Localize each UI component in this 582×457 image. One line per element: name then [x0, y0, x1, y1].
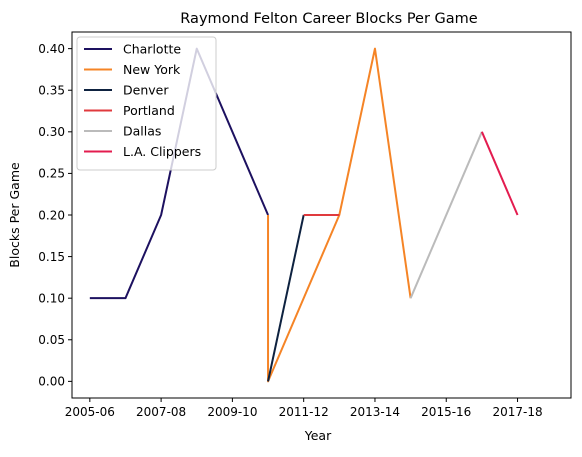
legend-label-charlotte: Charlotte: [123, 42, 181, 57]
y-tick-label: 0.40: [38, 42, 65, 56]
chart-title: Raymond Felton Career Blocks Per Game: [180, 11, 477, 27]
series-line-dallas: [409, 131, 483, 299]
y-tick-label: 0.25: [38, 167, 65, 181]
x-axis-label: Year: [304, 428, 332, 443]
x-axis: 2005-06 2007-08 2009-10 2011-12 2013-14 2015-…: [65, 398, 543, 419]
y-tick-label: 0.05: [38, 333, 65, 347]
y-tick-label: 0.15: [38, 250, 65, 264]
y-tick-label: 0.00: [38, 375, 65, 389]
x-tick-label: 2013-14: [350, 405, 400, 419]
series-layer: [89, 47, 519, 383]
series-line-new-york: [267, 47, 412, 383]
legend-label-denver: Denver: [123, 83, 169, 98]
series-line-charlotte: [89, 47, 269, 300]
y-tick-label: 0.35: [38, 84, 65, 98]
x-tick-label: 2005-06: [65, 405, 115, 419]
x-tick-label: 2007-08: [136, 405, 186, 419]
y-tick-label: 0.30: [38, 125, 65, 139]
y-axis-label: Blocks Per Game: [7, 162, 22, 268]
x-tick-label: 2015-16: [421, 405, 471, 419]
series-line-l-a-clippers: [480, 131, 519, 216]
x-tick-label: 2011-12: [279, 405, 329, 419]
y-tick-label: 0.10: [38, 291, 65, 305]
y-axis: 0.00 0.05 0.10 0.15 0.20 0.25 0.30 0.35 0.40: [38, 42, 72, 389]
legend-label-l-a-clippers: L.A. Clippers: [123, 144, 201, 159]
legend-label-dallas: Dallas: [123, 124, 161, 139]
legend: Charlotte New York Denver Portland Dallas L.A…: [76, 36, 217, 171]
legend-label-new-york: New York: [123, 62, 181, 77]
x-tick-label: 2017-18: [492, 405, 542, 419]
series-line-denver: [267, 214, 305, 382]
x-tick-label: 2009-10: [207, 405, 257, 419]
y-tick-label: 0.20: [38, 208, 65, 222]
legend-label-portland: Portland: [123, 103, 175, 118]
